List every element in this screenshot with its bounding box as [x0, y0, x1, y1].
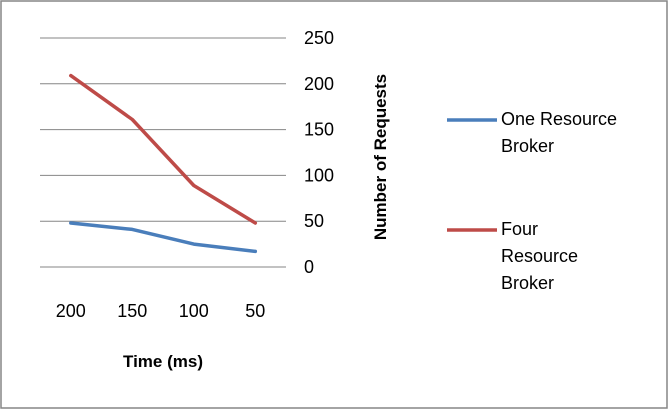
y-tick-label: 100 — [304, 165, 334, 185]
x-tick-labels: 200 150 100 50 — [56, 301, 266, 321]
x-tick-label: 200 — [56, 301, 86, 321]
legend-entry-1: One Resource Broker — [447, 109, 617, 156]
series-lines — [69, 73, 258, 254]
y-tick-label: 0 — [304, 257, 314, 277]
legend-entry-2: Four Resource Broker — [447, 219, 578, 293]
legend-label: Resource — [501, 246, 578, 266]
legend-label: Broker — [501, 136, 554, 156]
legend-label: Four — [501, 219, 538, 239]
series-line-2 — [69, 73, 258, 225]
x-axis-title: Time (ms) — [123, 352, 203, 371]
legend: One Resource Broker Four Resource Broker — [447, 109, 617, 293]
legend-label: One Resource — [501, 109, 617, 129]
x-tick-label: 100 — [179, 301, 209, 321]
y-tick-labels: 0 50 100 150 200 250 — [304, 28, 334, 277]
y-tick-label: 150 — [304, 120, 334, 140]
legend-label: Broker — [501, 273, 554, 293]
x-tick-label: 150 — [117, 301, 147, 321]
y-axis-title: Number of Requests — [371, 74, 390, 240]
x-tick-label: 50 — [245, 301, 265, 321]
y-tick-label: 250 — [304, 28, 334, 48]
series-line-1 — [69, 221, 258, 254]
y-tick-label: 200 — [304, 74, 334, 94]
y-tick-label: 50 — [304, 211, 324, 231]
